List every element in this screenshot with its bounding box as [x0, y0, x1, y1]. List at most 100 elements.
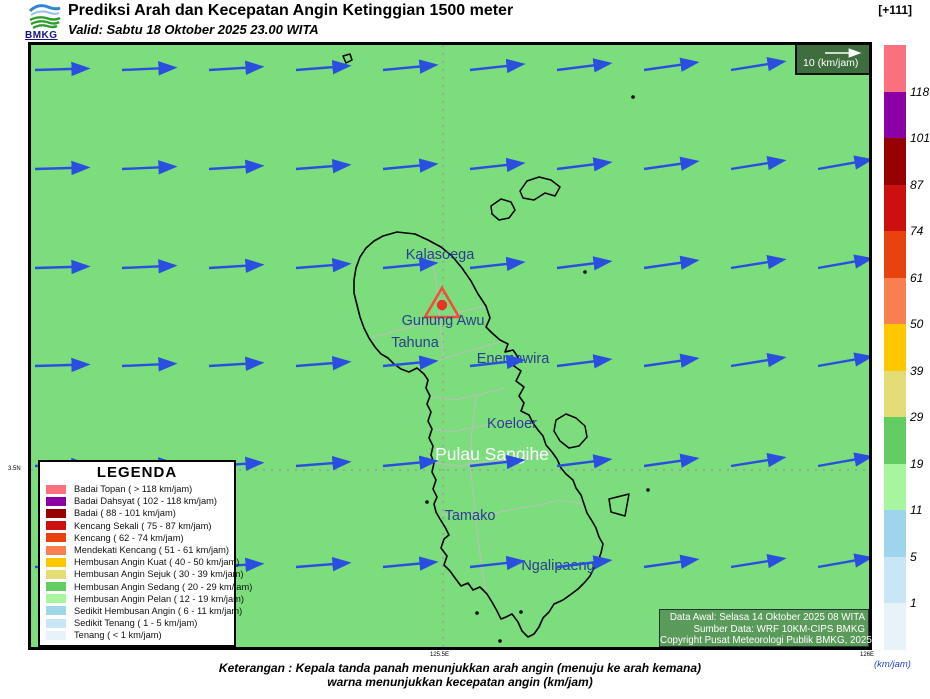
place-label-pulau-sangihe: Pulau Sangihe: [435, 444, 549, 464]
legend-color-swatch: [46, 594, 66, 603]
wind-arrow: [383, 65, 435, 70]
place-label-tamako: Tamako: [445, 508, 496, 524]
place-label-gunung-awu: Gunung Awu: [402, 313, 485, 329]
scale-tick-label: 39: [910, 364, 923, 378]
scale-tick-label: 87: [910, 178, 923, 192]
legend-color-swatch: [46, 619, 66, 628]
wind-arrow: [296, 362, 348, 366]
legend-color-swatch: [46, 582, 66, 591]
legend-item-label: Mendekati Kencang ( 51 - 61 km/jam): [74, 545, 229, 555]
wind-arrow: [122, 266, 174, 268]
scale-tick-label: 11: [910, 503, 922, 517]
wind-arrow: [731, 458, 783, 466]
wind-arrow: [818, 457, 869, 466]
wind-arrow: [122, 68, 174, 70]
legend-item: Sedikit Hembusan Angin ( 6 - 11 km/jam): [46, 605, 234, 617]
scale-tick-label: 50: [910, 317, 923, 331]
legend-item: Hembusan Angin Sedang ( 20 - 29 km/jam): [46, 581, 234, 593]
wind-arrow: [122, 364, 174, 366]
legend-color-swatch: [46, 497, 66, 506]
bmkg-logo-label: BMKG: [25, 30, 58, 41]
speed-color-scale: [884, 45, 906, 650]
legend-item-label: Sedikit Hembusan Angin ( 6 - 11 km/jam): [74, 606, 242, 616]
wind-arrow: [35, 69, 87, 71]
wind-arrow: [296, 264, 348, 268]
place-label-tahuna: Tahuna: [391, 335, 440, 351]
place-label-kalasoega: Kalasoega: [406, 247, 475, 263]
scale-segment: [884, 464, 906, 511]
wind-arrow: [383, 263, 435, 268]
scale-segment: [884, 371, 906, 418]
wind-arrow: [818, 160, 869, 169]
legend-item: Kencang ( 62 - 74 km/jam): [46, 532, 234, 544]
wind-arrow: [296, 66, 348, 70]
legend-items: Badai Topan ( > 118 km/jam) Badai Dahsyat…: [46, 483, 234, 641]
legend-item: Sedikit Tenang ( 1 - 5 km/jam): [46, 617, 234, 629]
wind-arrow: [209, 363, 261, 366]
copyright-line: Copyright Pusat Meteorologi Publik BMKG,…: [660, 635, 865, 647]
wind-arrow: [731, 62, 783, 70]
wind-map: KalasoegaGunung AwuTahunaEnemawiraKoeloe…: [28, 42, 872, 650]
legend-item: Tenang ( < 1 km/jam): [46, 629, 234, 641]
wind-arrow: [383, 461, 435, 466]
legend-item-label: Hembusan Angin Kuat ( 40 - 50 km/jam): [74, 557, 239, 567]
wind-arrow: [557, 162, 609, 169]
caption-line-1: Keterangan : Kepala tanda panah menunjuk…: [0, 661, 920, 675]
wind-arrow: [209, 265, 261, 268]
legend-item-label: Hembusan Angin Sedang ( 20 - 29 km/jam): [74, 582, 252, 592]
scale-segment: [884, 278, 906, 325]
legend-color-swatch: [46, 485, 66, 494]
lon-tick-125-5e: 125.5E: [430, 652, 449, 658]
wind-arrow: [557, 63, 609, 70]
valid-datetime: Valid: Sabtu 18 Oktober 2025 23.00 WITA: [68, 22, 319, 37]
legend-title: LEGENDA: [40, 464, 234, 481]
caption-line-2: warna menunjukkan kecepatan angin (km/ja…: [0, 675, 920, 689]
wind-arrow: [644, 162, 696, 169]
legend-item: Badai Dahsyat ( 102 - 118 km/jam): [46, 495, 234, 507]
wind-arrow: [818, 259, 869, 268]
scale-segment: [884, 417, 906, 464]
bmkg-wind-map-page: BMKG Prediksi Arah dan Kecepatan Angin K…: [0, 0, 930, 699]
caption: Keterangan : Kepala tanda panah menunjuk…: [0, 661, 920, 689]
legend-item: Hembusan Angin Pelan ( 12 - 19 km/jam): [46, 593, 234, 605]
scale-tick-label: 74: [910, 224, 923, 238]
legend-item-label: Tenang ( < 1 km/jam): [74, 630, 162, 640]
scale-tick-label: 19: [910, 457, 923, 471]
scale-segment: [884, 138, 906, 185]
legend-item: Kencang Sekali ( 75 - 87 km/jam): [46, 520, 234, 532]
wind-arrow: [209, 166, 261, 169]
legend-color-swatch: [46, 533, 66, 542]
data-info-box: Data Awal: Selasa 14 Oktober 2025 08 WIT…: [659, 609, 869, 647]
legend-item-label: Sedikit Tenang ( 1 - 5 km/jam): [74, 618, 197, 628]
wind-arrow: [644, 63, 696, 70]
legend-item-label: Kencang ( 62 - 74 km/jam): [74, 533, 184, 543]
wind-arrow: [122, 167, 174, 169]
legend-item-label: Badai Topan ( > 118 km/jam): [74, 484, 192, 494]
scale-segment: [884, 324, 906, 371]
wind-arrow: [644, 560, 696, 567]
volcano-dot-icon: [437, 300, 447, 310]
wind-arrow: [731, 559, 783, 567]
legend-item-label: Badai Dahsyat ( 102 - 118 km/jam): [74, 496, 217, 506]
legend-color-swatch: [46, 546, 66, 555]
wind-arrow: [818, 357, 869, 366]
lat-tick-3-5n: 3.5N: [8, 466, 21, 472]
wind-arrow: [818, 558, 869, 567]
scale-segment: [884, 231, 906, 278]
legend-item: Badai ( 88 - 101 km/jam): [46, 507, 234, 519]
wind-arrow: [470, 262, 522, 268]
legend-item-label: Hembusan Angin Sejuk ( 30 - 39 km/jam): [74, 569, 244, 579]
legend-item: Badai Topan ( > 118 km/jam): [46, 483, 234, 495]
wind-arrow: [470, 561, 522, 567]
wind-arrow: [557, 261, 609, 268]
legend-item-label: Kencang Sekali ( 75 - 87 km/jam): [74, 521, 211, 531]
scale-tick-label: 61: [910, 271, 923, 285]
wind-arrow: [470, 163, 522, 169]
wind-arrow: [557, 459, 609, 466]
lon-tick-126e: 126E: [860, 652, 874, 658]
place-label-koeloer: Koeloer: [487, 416, 537, 432]
wind-arrow: [35, 365, 87, 367]
wind-arrow: [644, 261, 696, 268]
wind-arrow: [35, 168, 87, 170]
scale-segment: [884, 510, 906, 557]
